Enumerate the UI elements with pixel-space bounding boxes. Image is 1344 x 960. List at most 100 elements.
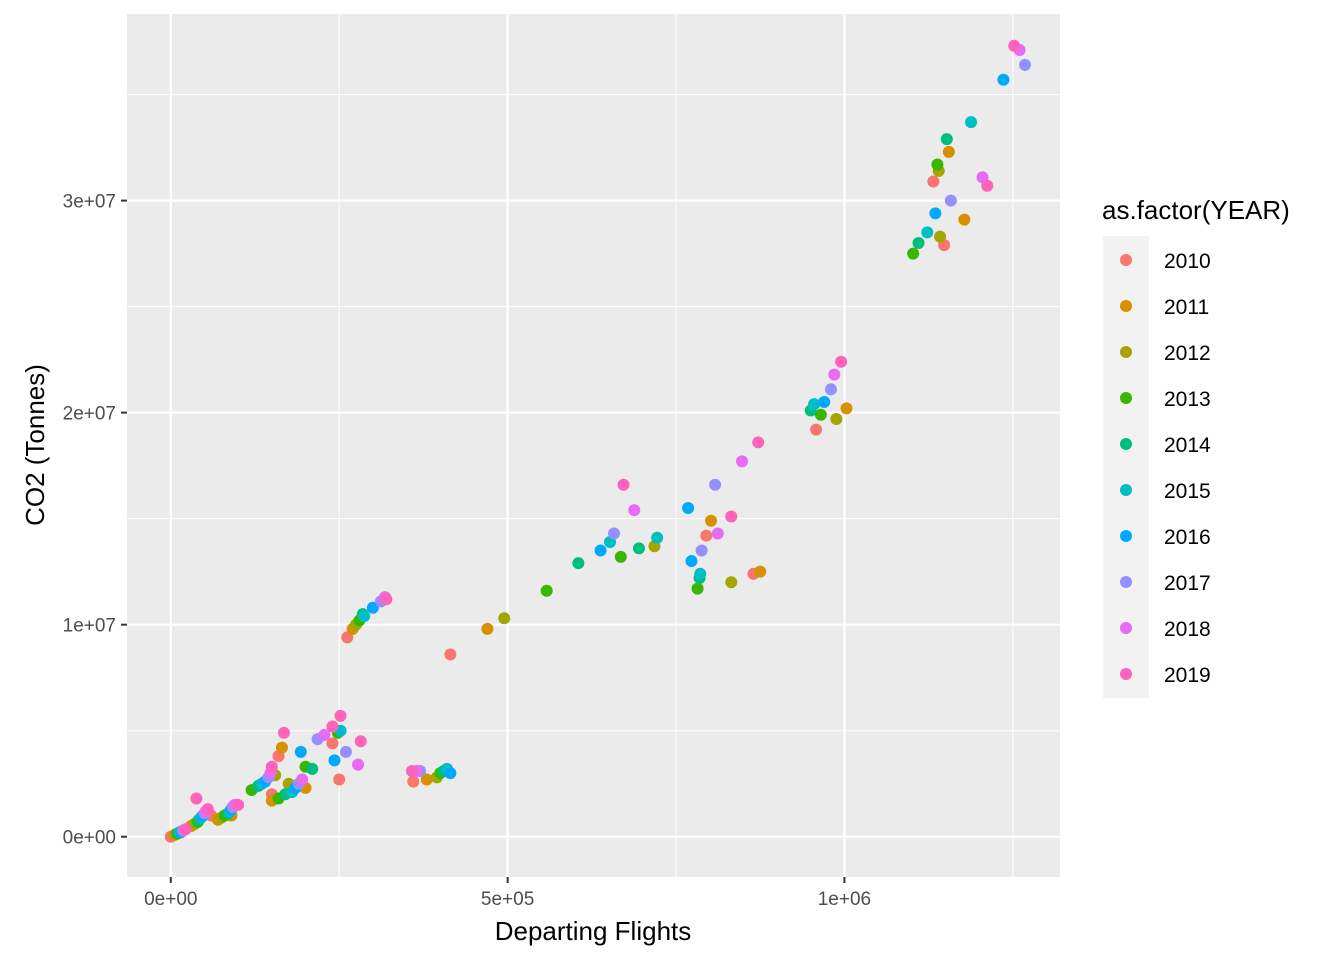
- data-point-2016: [294, 745, 307, 758]
- legend-label-2018: 2018: [1164, 618, 1211, 641]
- data-point-2013: [691, 582, 704, 595]
- data-point-2016: [685, 555, 698, 568]
- data-point-2019: [334, 709, 347, 722]
- data-point-2016: [818, 396, 831, 409]
- data-point-2019: [354, 735, 367, 748]
- legend-label-2019: 2019: [1164, 664, 1211, 687]
- data-point-2019: [190, 792, 203, 805]
- legend-label-2015: 2015: [1164, 480, 1211, 503]
- x-axis-ticks: 0e+00 5e+05 1e+06: [144, 877, 871, 910]
- data-point-2010: [810, 423, 823, 436]
- data-point-2011: [420, 773, 433, 786]
- legend-key-2012: [1120, 346, 1132, 358]
- data-point-2019: [617, 478, 630, 491]
- data-point-2013: [931, 158, 944, 171]
- plot-panel: [127, 14, 1060, 877]
- data-point-2010: [326, 737, 339, 750]
- data-point-2011: [840, 402, 853, 415]
- legend-key-2011: [1120, 300, 1132, 312]
- data-point-2017: [608, 527, 621, 540]
- legend-label-2013: 2013: [1164, 388, 1211, 411]
- y-tick-label: 0e+00: [63, 828, 116, 849]
- data-point-2019: [981, 179, 994, 192]
- data-point-2017: [709, 478, 722, 491]
- legend-title: as.factor(YEAR): [1102, 195, 1290, 225]
- data-point-2015: [358, 610, 371, 623]
- data-point-2013: [907, 247, 920, 260]
- data-point-2013: [614, 550, 627, 563]
- data-point-2016: [929, 207, 942, 220]
- data-point-2011: [481, 622, 494, 635]
- major-gridlines: [127, 14, 1060, 877]
- data-point-2013: [540, 584, 553, 597]
- data-point-2015: [651, 531, 664, 544]
- data-point-2017: [824, 383, 837, 396]
- legend-label-2010: 2010: [1164, 250, 1211, 273]
- data-point-2019: [201, 803, 214, 816]
- legend-key-2017: [1120, 576, 1132, 588]
- legend-key-2018: [1120, 622, 1132, 634]
- y-tick-label: 2e+07: [63, 404, 116, 425]
- data-point-2010: [700, 529, 713, 542]
- data-point-2019: [405, 764, 418, 777]
- data-point-2011: [958, 213, 971, 226]
- data-point-2011: [942, 145, 955, 158]
- data-point-2017: [1018, 58, 1031, 71]
- legend-key-2019: [1120, 668, 1132, 680]
- data-point-2015: [921, 226, 934, 239]
- data-point-2016: [682, 502, 695, 515]
- data-point-2014: [912, 237, 925, 250]
- y-axis-title: CO2 (Tonnes): [20, 364, 50, 526]
- data-point-2017: [695, 544, 708, 557]
- data-point-2015: [808, 398, 821, 411]
- data-point-2019: [725, 510, 738, 523]
- data-point-2016: [997, 73, 1010, 86]
- y-tick-label: 1e+07: [63, 616, 116, 637]
- data-point-2013: [814, 408, 827, 421]
- data-point-2010: [444, 648, 457, 661]
- data-point-2018: [296, 773, 309, 786]
- data-point-2014: [572, 557, 585, 570]
- data-point-2011: [705, 514, 718, 527]
- data-point-2018: [828, 368, 841, 381]
- data-points: [164, 39, 1031, 843]
- legend-label-2012: 2012: [1164, 342, 1211, 365]
- data-point-2011: [275, 741, 288, 754]
- data-point-2019: [265, 760, 278, 773]
- data-point-2010: [407, 775, 420, 788]
- data-point-2016: [594, 544, 607, 557]
- data-point-2019: [277, 726, 290, 739]
- data-point-2018: [628, 504, 641, 517]
- data-point-2010: [333, 773, 346, 786]
- x-tick-label: 5e+05: [481, 889, 534, 910]
- legend-key-2010: [1120, 254, 1132, 266]
- data-point-2014: [306, 762, 319, 775]
- data-point-2015: [965, 116, 978, 129]
- x-tick-label: 1e+06: [818, 889, 871, 910]
- data-point-2018: [318, 728, 331, 741]
- data-point-2018: [736, 455, 749, 468]
- legend-key-background: [1103, 236, 1149, 698]
- y-axis-ticks: 0e+00 1e+07 2e+07 3e+07: [63, 192, 127, 849]
- legend-key-2015: [1120, 484, 1132, 496]
- legend-label-2011: 2011: [1164, 296, 1209, 319]
- data-point-2014: [632, 542, 645, 555]
- data-point-2012: [725, 576, 738, 589]
- data-point-2016: [328, 754, 341, 767]
- legend-key-2014: [1120, 438, 1132, 450]
- legend-label-2017: 2017: [1164, 572, 1211, 595]
- data-point-2018: [711, 527, 724, 540]
- data-point-2019: [326, 720, 339, 733]
- legend: 2010 2011 2012 2013 2014 2015 2016 2017 2018 2019: [1120, 250, 1211, 687]
- data-point-2012: [830, 412, 843, 425]
- legend-key-2013: [1120, 392, 1132, 404]
- data-point-2019: [232, 798, 245, 811]
- legend-label-2016: 2016: [1164, 526, 1211, 549]
- x-tick-label: 0e+00: [144, 889, 197, 910]
- y-tick-label: 3e+07: [63, 192, 116, 213]
- data-point-2014: [940, 133, 953, 146]
- data-point-2019: [1008, 39, 1021, 52]
- data-point-2019: [752, 436, 765, 449]
- data-point-2015: [694, 567, 707, 580]
